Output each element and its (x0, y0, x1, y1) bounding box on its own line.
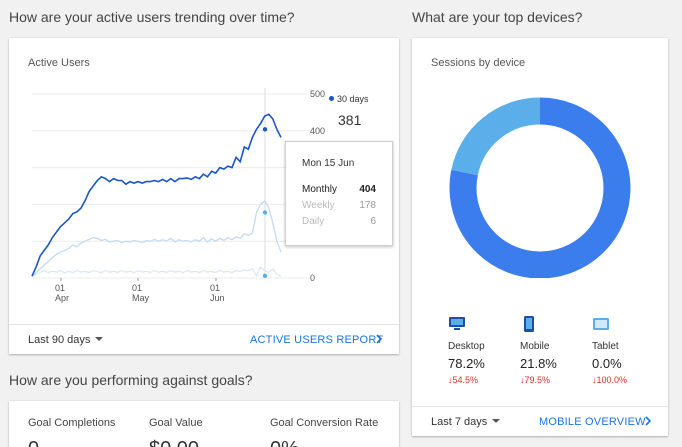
device-delta: ↓100.0% (592, 375, 628, 385)
device-share: 21.8% (520, 356, 557, 371)
active-users-title: Active Users (28, 57, 90, 69)
tooltip-date: Mon 15 Jun (302, 158, 355, 169)
tooltip-value: 404 (359, 184, 376, 195)
x-tick-month-label: Apr (55, 293, 69, 303)
tooltip-row-daily: Daily 6 (302, 216, 376, 230)
x-tick-day-label: 01 (55, 283, 65, 293)
legend-label: 30 days (337, 94, 369, 104)
date-range-label: Last 90 days (28, 334, 91, 346)
device-delta-value: 100.0% (596, 375, 628, 385)
tooltip-row-monthly: Monthly 404 (302, 184, 376, 198)
hover-point (262, 273, 268, 278)
chart-tooltip: Mon 15 Jun Monthly 404 Weekly 178 Daily … (285, 141, 393, 246)
devices-title: Sessions by device (431, 57, 526, 69)
caret-down-icon (95, 337, 104, 341)
active-users-footer: Last 90 days ACTIVE USERS REPORT (9, 324, 399, 354)
tooltip-label: Monthly (302, 184, 338, 195)
x-tick-month-label: Jun (210, 293, 225, 303)
tooltip-value: 6 (370, 216, 376, 227)
goal-conversion-value: 0% (270, 438, 299, 447)
device-delta-value: 54.5% (452, 375, 479, 385)
x-tick-day-label: 01 (132, 283, 142, 293)
legend-value: 381 (338, 112, 362, 128)
tablet-icon (593, 318, 609, 330)
chart-grid (32, 93, 309, 279)
desktop-icon (449, 317, 465, 330)
y-tick-label: 500 (310, 89, 325, 99)
goal-conversion-header: Goal Conversion Rate (270, 417, 379, 429)
device-label: Mobile (520, 341, 550, 352)
series-line-daily (31, 266, 282, 278)
device-desktop: Desktop 78.2% ↓54.5% (448, 316, 485, 385)
devices-footer: Last 7 days MOBILE OVERVIEW (412, 406, 668, 436)
legend-30-days: 30 days (329, 94, 369, 104)
device-delta-value: 79.5% (524, 375, 551, 385)
legend-dot-icon (329, 96, 334, 101)
series-line-weekly (31, 199, 282, 277)
chevron-right-icon[interactable] (643, 415, 653, 427)
tooltip-value: 178 (359, 200, 376, 211)
goal-completions-header: Goal Completions (28, 417, 116, 429)
tooltip-label: Weekly (302, 200, 335, 211)
mobile-icon (524, 316, 534, 332)
chevron-right-icon[interactable] (374, 333, 384, 345)
x-tick-day-label: 01 (210, 283, 220, 293)
goals-card (9, 401, 399, 447)
active-users-report-link[interactable]: ACTIVE USERS REPORT (250, 334, 384, 346)
series-lines (31, 88, 282, 278)
tooltip-label: Daily (302, 216, 325, 227)
donut-slice-mobile (449, 97, 631, 278)
goal-completions-value: 0 (28, 438, 39, 447)
device-label: Desktop (448, 341, 485, 352)
sessions-donut-chart (449, 97, 631, 278)
device-share: 0.0% (592, 356, 622, 371)
device-label: Tablet (592, 341, 619, 352)
device-range-dropdown[interactable]: Last 7 days (431, 416, 501, 428)
devices-section-title: What are your top devices? (412, 9, 583, 25)
caret-down-icon (492, 419, 501, 423)
trend-section-title: How are your active users trending over … (9, 9, 295, 25)
device-tablet: Tablet 0.0% ↓100.0% (592, 316, 627, 385)
mobile-overview-link[interactable]: MOBILE OVERVIEW (539, 416, 646, 428)
device-mobile: Mobile 21.8% ↓79.5% (520, 316, 557, 385)
tooltip-row-weekly: Weekly 178 (302, 200, 376, 214)
device-share: 78.2% (448, 356, 485, 371)
device-delta: ↓54.5% (448, 375, 479, 385)
series-line-monthly (31, 113, 282, 277)
date-range-dropdown[interactable]: Last 90 days (28, 334, 104, 346)
devices-card: Sessions by device Desktop 78.2% ↓54.5% … (412, 38, 668, 436)
x-tick-month-label: May (132, 293, 150, 303)
device-delta: ↓79.5% (520, 375, 551, 385)
device-range-label: Last 7 days (431, 416, 488, 428)
goal-value-value: $0.00 (149, 438, 199, 447)
goals-section-title: How are you performing against goals? (9, 372, 253, 388)
y-tick-label: 0 (310, 273, 315, 283)
y-tick-label: 400 (310, 126, 325, 136)
goal-value-header: Goal Value (149, 417, 203, 429)
hover-point (262, 210, 268, 215)
hover-point (262, 127, 268, 132)
